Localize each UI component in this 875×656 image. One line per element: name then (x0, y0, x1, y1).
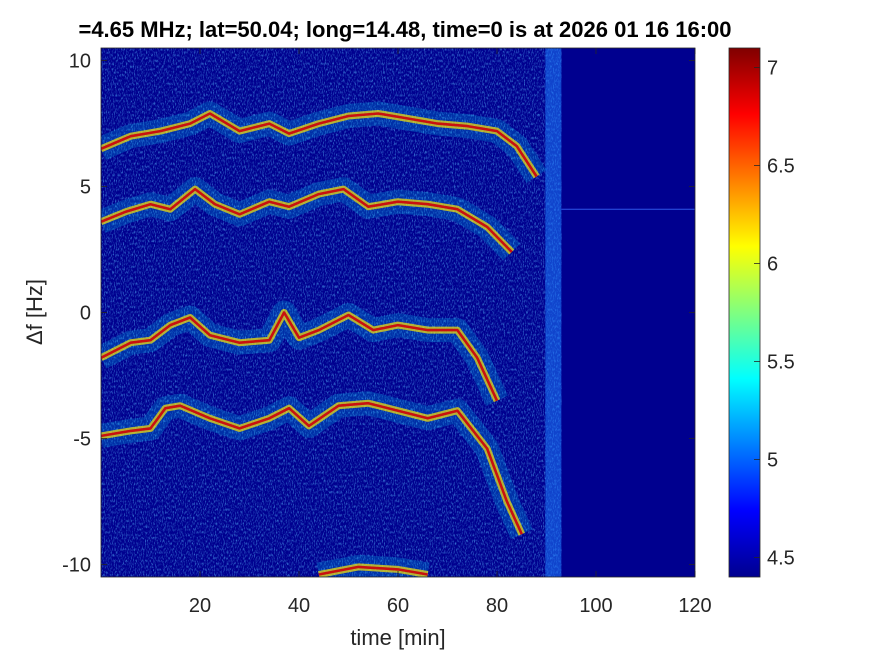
x-tick-label: 40 (288, 595, 310, 617)
colorbar-tick-label: 6.5 (767, 156, 795, 178)
x-tick-label: 60 (387, 595, 409, 617)
colorbar-tick-label: 6 (767, 254, 778, 276)
colorbar-ticks: 7 6.5 6 5.5 5 4.5 (754, 58, 795, 569)
x-axis-ticks: 20 40 60 80 100 120 (189, 48, 712, 617)
trace-line-3 (101, 401, 523, 535)
x-tick-label: 120 (678, 595, 711, 617)
y-tick-label: -5 (73, 428, 91, 450)
end-of-data-stripe (545, 48, 562, 577)
colorbar-tick-label: 5 (767, 449, 778, 471)
colorbar-tick-label: 5.5 (767, 351, 795, 373)
colorbar (728, 47, 761, 578)
y-axis-label: Δf [Hz] (22, 279, 47, 345)
y-axis-ticks: 10 5 0 -5 -10 (62, 51, 695, 576)
trace-line-1 (101, 187, 513, 253)
x-tick-label: 80 (486, 595, 508, 617)
plot-content (101, 48, 695, 577)
trace-line-2 (101, 311, 499, 402)
y-tick-label: 10 (69, 51, 91, 73)
y-tick-label: 0 (80, 303, 91, 325)
colorbar-tick-label: 7 (767, 58, 778, 80)
x-axis-label: time [min] (350, 625, 445, 650)
y-tick-label: -10 (62, 554, 91, 576)
y-tick-label: 5 (80, 177, 91, 199)
x-tick-label: 20 (189, 595, 211, 617)
colorbar-tick-label: 4.5 (767, 547, 795, 569)
chart-title: =4.65 MHz; lat=50.04; long=14.48, time=0… (78, 17, 731, 42)
trace-line-4 (318, 565, 428, 576)
noise-layer (101, 48, 562, 577)
trace-line-0 (101, 112, 538, 178)
x-tick-label: 100 (579, 595, 612, 617)
traces-layer (101, 48, 695, 577)
